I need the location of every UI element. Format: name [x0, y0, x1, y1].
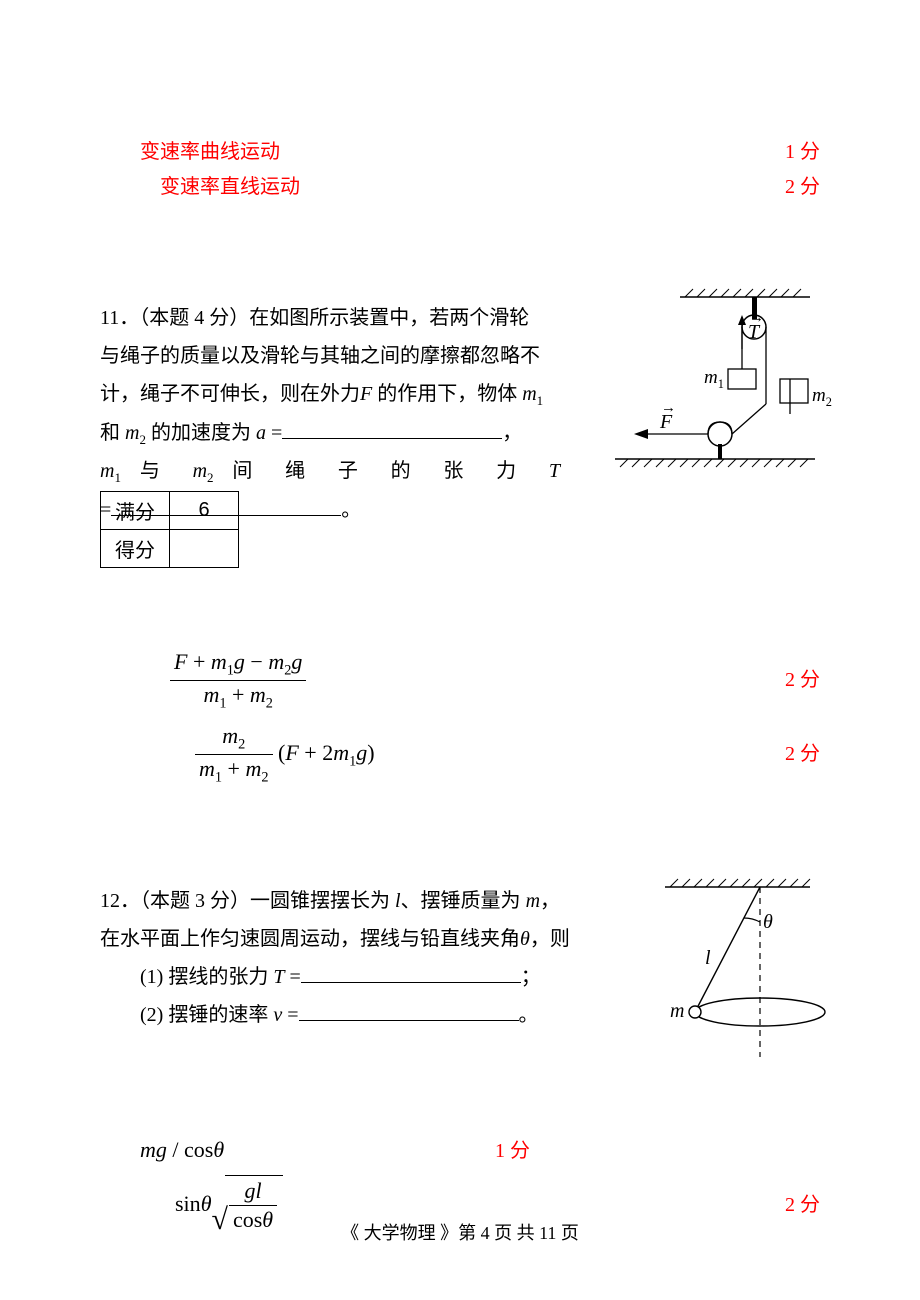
prev-answer-2-text: 变速率直线运动	[160, 170, 300, 199]
score-full-value: 6	[170, 492, 239, 530]
q11-label-T: T	[748, 321, 759, 344]
q11-label-m1: m1	[704, 367, 724, 392]
q12-blank-T	[301, 962, 521, 983]
q12-blank-v	[299, 1000, 519, 1021]
q11-label-F: F	[660, 411, 672, 434]
prev-answer-line-2: 变速率直线运动 2 分	[100, 170, 820, 199]
q11-ans2-fraction: m2 m1 + m2	[195, 723, 273, 787]
q11-diagram: T m1 m2 F	[600, 279, 830, 479]
prev-answer-1-points: 1 分	[785, 135, 820, 164]
q12-answer-1: mg / cosθ 1 分	[100, 1134, 530, 1163]
question-11: T m1 m2 F 11．（本题 4 分）在如图所示装置中，若两个滑轮 与绳子的…	[100, 299, 820, 787]
table-row: 满分 6	[101, 492, 239, 530]
prev-answer-1-text: 变速率曲线运动	[140, 135, 280, 164]
q11-score-table: 满分 6 得分	[100, 491, 239, 568]
prev-answer-2-points: 2 分	[785, 170, 820, 199]
q12-ans1-points: 1 分	[495, 1134, 530, 1163]
q11-label-m2: m2	[812, 385, 832, 410]
page: 变速率曲线运动 1 分 变速率直线运动 2 分	[0, 0, 920, 1300]
q12-label-l: l	[705, 947, 711, 970]
q11-ans2-points: 2 分	[785, 737, 820, 766]
q12-text: 12．（本题 3 分）一圆锥摆摆长为 l、摆锤质量为 m， 在水平面上作匀速圆周…	[100, 882, 600, 1034]
prev-answer-line-1: 变速率曲线运动 1 分	[100, 135, 820, 164]
q12-ans2-points: 2 分	[785, 1188, 820, 1217]
q12-heading: 12．（本题 3 分）	[100, 890, 250, 912]
q11-blank-a	[282, 418, 502, 439]
score-got-label: 得分	[101, 530, 170, 568]
q11-answer-1: F + m1g − m2g m1 + m2 2 分	[100, 649, 820, 713]
q11-heading: 11．（本题 4 分）	[100, 307, 249, 329]
table-row: 得分	[101, 530, 239, 568]
q12-label-m: m	[670, 1000, 684, 1023]
q11-answer-2: m2 m1 + m2 (F + 2m1g) 2 分	[100, 723, 820, 787]
q11-ans1-points: 2 分	[785, 663, 820, 692]
q12-diagram: l θ m	[610, 867, 830, 1067]
score-got-value	[170, 530, 239, 568]
q12-label-theta: θ	[763, 911, 773, 934]
page-footer: 《 大学物理 》第 4 页 共 11 页	[0, 1219, 920, 1245]
score-full-label: 满分	[101, 492, 170, 530]
question-12: l θ m 12．（本题 3 分）一圆锥摆摆长为 l、摆锤质量为 m， 在水平面…	[100, 882, 820, 1233]
q11-ans1-fraction: F + m1g − m2g m1 + m2	[170, 649, 306, 713]
